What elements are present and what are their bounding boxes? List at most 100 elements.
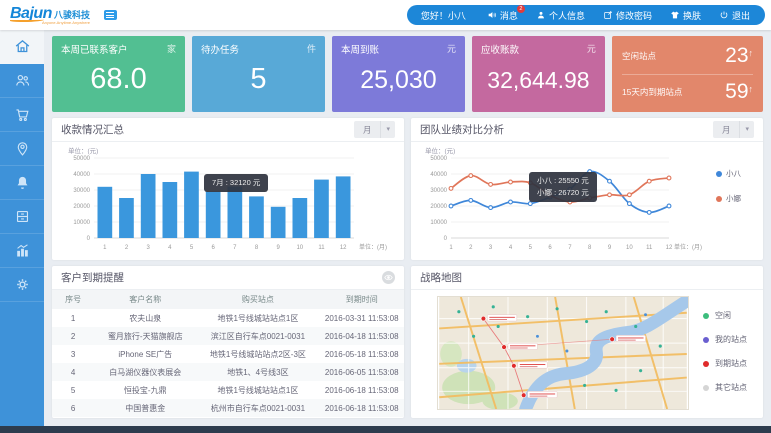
menu-item-shirt[interactable]: 换肤 bbox=[661, 5, 710, 25]
table-row[interactable]: 3 iPhone SE广告 地铁1号线城站站点2区-3区 2016-05-18 11:… bbox=[52, 345, 404, 363]
expired-site-marker-icon[interactable] bbox=[609, 336, 615, 342]
edit-icon bbox=[603, 10, 613, 20]
table-cell: 2016-06-18 11:53:08 bbox=[324, 403, 399, 413]
map-image[interactable] bbox=[437, 296, 689, 410]
svg-text:7: 7 bbox=[568, 245, 572, 251]
table-cell: 地铁1号线城站站点2区-3区 bbox=[209, 349, 306, 359]
marker-label-chip bbox=[527, 391, 558, 398]
stat-card-receivables: 应收账款 元 32,644.98 bbox=[471, 36, 605, 112]
period-filter[interactable]: 月 ▾ bbox=[353, 121, 395, 138]
expired-site-marker-icon[interactable] bbox=[521, 392, 527, 398]
svg-text:40000: 40000 bbox=[73, 172, 90, 178]
chevron-down-icon[interactable]: ▾ bbox=[380, 121, 395, 138]
svg-text:单位：(月): 单位：(月) bbox=[359, 243, 387, 251]
gear-icon bbox=[16, 279, 28, 290]
svg-text:30000: 30000 bbox=[430, 188, 447, 194]
expired-site-marker-icon[interactable] bbox=[480, 315, 487, 322]
table-cell: 2016-05-18 11:53:08 bbox=[324, 349, 399, 359]
stat-card-contacted-customers: 本周已联系客户 家 68.0 bbox=[52, 36, 185, 112]
table-cell: 4 bbox=[70, 367, 76, 377]
sidebar-nav bbox=[0, 30, 44, 433]
location-pin-icon bbox=[17, 142, 27, 156]
person-icon bbox=[536, 10, 546, 20]
menu-item-speaker[interactable]: 消息 2 bbox=[478, 5, 527, 25]
svg-text:单位：(元): 单位：(元) bbox=[68, 146, 98, 155]
statistics-icon bbox=[16, 244, 28, 257]
map-legend-item[interactable]: 其它站点 bbox=[703, 382, 747, 393]
chevron-down-icon[interactable]: ▾ bbox=[739, 121, 754, 138]
menu-toggle-icon[interactable] bbox=[103, 10, 117, 20]
legend-item[interactable]: 小八 bbox=[716, 168, 756, 179]
table-row[interactable]: 2 蜜月旅行-天猫旗舰店 滨江区自行车点0021-0031 2016-04-18 11… bbox=[52, 327, 404, 345]
stat-card-title: 待办任务 bbox=[200, 45, 239, 56]
svg-text:11: 11 bbox=[318, 245, 325, 251]
map-legend-item[interactable]: 到期站点 bbox=[703, 358, 747, 369]
sidebar-item-reports[interactable] bbox=[0, 234, 44, 268]
table-cell: iPhone SE广告 bbox=[118, 349, 173, 359]
line-chart-tooltip: 小八 : 25550 元 小娜 : 26720 元 bbox=[529, 172, 597, 202]
users-icon bbox=[15, 74, 29, 86]
table-cell: 2016-03-31 11:53:08 bbox=[324, 313, 399, 323]
sidebar-item-customers[interactable] bbox=[0, 64, 44, 98]
table-cell: 蜜月旅行-天猫旗舰店 bbox=[107, 331, 183, 341]
panel-title: 战略地图 bbox=[420, 272, 462, 284]
table-cell: 杭州市自行车点0021-0031 bbox=[210, 403, 306, 413]
panel-title: 收款情况汇总 bbox=[61, 124, 124, 136]
table-cell: 3 bbox=[70, 349, 76, 359]
table-row[interactable]: 6 中国普惠金 杭州市自行车点0021-0031 2016-06-18 11:53:0… bbox=[52, 399, 404, 417]
collections-panel: 收款情况汇总 月 ▾ 单位：(元) 0 10000 20000 30000 40000 50… bbox=[52, 118, 404, 260]
menu-item-person[interactable]: 个人信息 bbox=[527, 5, 594, 25]
sidebar-item-archive[interactable] bbox=[0, 200, 44, 234]
user-menu-bar: 您好！小八 消息 2 个人信息 修改密码 换肤 退出 bbox=[406, 5, 765, 25]
filter-month-button[interactable]: 月 bbox=[353, 121, 381, 138]
legend-dot-icon bbox=[703, 360, 709, 367]
svg-text:5: 5 bbox=[529, 245, 533, 251]
sidebar-item-home[interactable] bbox=[0, 30, 44, 64]
table-row[interactable]: 4 白马湖仪器仪表展会 地铁1、4号线3区 2016-06-05 11:53:08 bbox=[52, 363, 404, 381]
stat-card-weekly-received: 本周到账 元 25,030 bbox=[331, 36, 465, 112]
visibility-toggle-icon[interactable] bbox=[382, 271, 395, 284]
stat-card-pending-tasks: 待办任务 件 5 bbox=[191, 36, 325, 112]
map-legend-item[interactable]: 空闲 bbox=[703, 310, 747, 321]
svg-text:8: 8 bbox=[588, 245, 592, 251]
filter-month-button[interactable]: 月 bbox=[712, 121, 740, 138]
svg-text:10000: 10000 bbox=[430, 220, 447, 226]
menu-item-power[interactable]: 退出 bbox=[710, 5, 759, 25]
stat-card-unit: 元 bbox=[586, 44, 596, 54]
app-logo: Bajun 八骏科技 Anyone.Anytime.Anywhere bbox=[10, 0, 90, 30]
main-content: 本周已联系客户 家 68.0 待办任务 件 5 本周到账 元 25,030 应收账款 元… bbox=[44, 30, 771, 426]
expiring-sites-label: 15天内到期站点 bbox=[621, 87, 683, 98]
stat-card-value: 68.0 bbox=[90, 63, 147, 95]
period-filter[interactable]: 月 ▾ bbox=[712, 121, 754, 138]
up-arrow-icon: ↑ bbox=[748, 47, 754, 58]
strategy-map-panel: 战略地图 bbox=[411, 266, 763, 418]
svg-text:0: 0 bbox=[444, 236, 448, 242]
stat-cards-row: 本周已联系客户 家 68.0 待办任务 件 5 本周到账 元 25,030 应收账款 元… bbox=[52, 36, 764, 112]
table-row[interactable]: 1 农夫山泉 地铁1号线城站站点1区 2016-03-31 11:53:08 bbox=[52, 309, 404, 327]
svg-text:2: 2 bbox=[469, 245, 473, 251]
expired-site-marker-icon[interactable] bbox=[511, 363, 517, 369]
stat-card-unit: 元 bbox=[446, 44, 456, 54]
table-cell: 地铁1号线城站站点1区 bbox=[217, 385, 299, 395]
cabinet-icon bbox=[16, 210, 28, 223]
sidebar-item-sites[interactable] bbox=[0, 132, 44, 166]
idle-sites-value: 23↑ bbox=[725, 43, 754, 67]
table-cell: 农夫山泉 bbox=[129, 313, 162, 323]
sidebar-item-sales[interactable] bbox=[0, 98, 44, 132]
table-cell: 中国普惠金 bbox=[125, 403, 166, 413]
map-legend-item[interactable]: 我的站点 bbox=[703, 334, 747, 345]
greeting-text: 您好！小八 bbox=[420, 10, 466, 21]
table-cell: 白马湖仪器仪表展会 bbox=[109, 367, 182, 377]
svg-text:11: 11 bbox=[646, 245, 653, 251]
idle-sites-label: 空闲站点 bbox=[621, 50, 656, 61]
expired-site-marker-icon[interactable] bbox=[501, 344, 507, 350]
svg-text:单位：(月): 单位：(月) bbox=[674, 243, 702, 251]
table-row[interactable]: 5 恒投宝-九鼎 地铁1号线城站站点1区 2016-06-18 11:53:08 bbox=[52, 381, 404, 399]
svg-text:1: 1 bbox=[449, 245, 453, 251]
sidebar-item-settings[interactable] bbox=[0, 268, 44, 302]
expiring-sites-value: 59↑ bbox=[725, 80, 754, 104]
legend-item[interactable]: 小娜 bbox=[716, 193, 756, 204]
svg-text:10: 10 bbox=[296, 245, 303, 251]
sidebar-item-alerts[interactable] bbox=[0, 166, 44, 200]
menu-item-edit[interactable]: 修改密码 bbox=[594, 5, 661, 25]
